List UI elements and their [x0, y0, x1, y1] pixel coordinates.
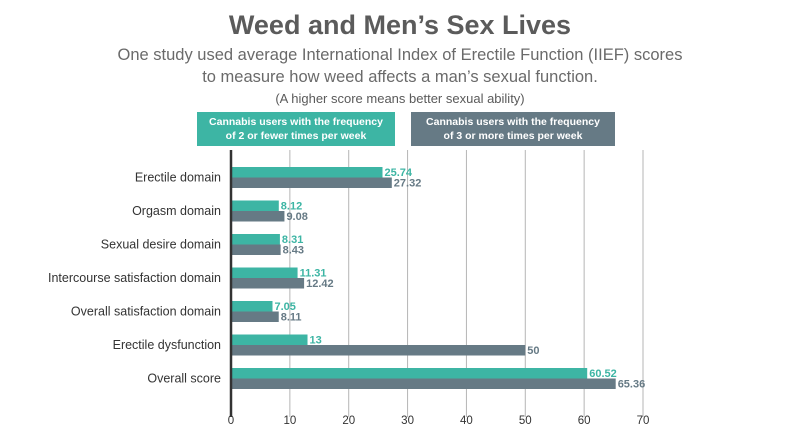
x-tick-label: 0	[228, 415, 234, 427]
bar	[231, 334, 308, 345]
bar	[231, 234, 280, 245]
value-label: 13	[310, 335, 322, 347]
value-label: 8.31	[282, 234, 303, 246]
category-label: Overall score	[147, 372, 221, 386]
x-tick-label: 70	[637, 415, 650, 427]
x-tick-label: 10	[283, 415, 296, 427]
x-tick-label: 20	[342, 415, 355, 427]
value-label: 8.12	[281, 201, 302, 213]
bar	[231, 267, 298, 278]
value-label: 8.43	[283, 245, 304, 257]
legend-label-line: Cannabis users with the frequency	[426, 116, 600, 128]
legend-label-line: Cannabis users with the frequency	[209, 116, 383, 128]
x-tick-label: 60	[578, 415, 591, 427]
value-label: 60.52	[589, 368, 617, 380]
value-label: 11.31	[300, 268, 327, 280]
legend-label-line: of 3 or more times per week	[443, 130, 583, 142]
bar	[231, 244, 281, 255]
x-tick-label: 50	[519, 415, 532, 427]
category-label: Erectile domain	[135, 171, 221, 185]
category-label: Overall satisfaction domain	[71, 305, 221, 319]
chart-title: Weed and Men’s Sex Lives	[228, 10, 572, 40]
category-label: Orgasm domain	[132, 204, 221, 218]
bar	[231, 301, 273, 312]
bar	[231, 278, 305, 289]
x-tick-label: 30	[401, 415, 414, 427]
bar	[231, 368, 588, 379]
bar	[231, 211, 285, 222]
category-label: Sexual desire domain	[101, 238, 221, 252]
value-label: 9.08	[286, 211, 307, 223]
chart-note: (A higher score means better sexual abil…	[275, 91, 525, 106]
bar	[231, 200, 279, 211]
value-label: 25.74	[384, 167, 412, 179]
value-label: 27.32	[394, 178, 422, 190]
legend-series-high-frequency: Cannabis users with the frequency of 3 o…	[411, 112, 615, 146]
value-label: 8.11	[281, 312, 302, 324]
category-label: Intercourse satisfaction domain	[48, 271, 221, 285]
value-label: 50	[527, 345, 539, 357]
chart-subtitle-line-1: One study used average International Ind…	[117, 46, 683, 64]
bar	[231, 167, 383, 178]
bar	[231, 177, 392, 188]
bar	[231, 345, 526, 356]
value-label: 12.42	[306, 278, 334, 290]
value-label: 65.36	[618, 379, 646, 391]
category-label: Erectile dysfunction	[113, 338, 221, 352]
value-label: 7.05	[274, 301, 295, 313]
chart-subtitle-line-2: to measure how weed affects a man’s sexu…	[202, 68, 598, 86]
bar	[231, 311, 279, 322]
x-tick-label: 40	[460, 415, 473, 427]
legend-label-line: of 2 or fewer times per week	[225, 130, 367, 142]
bar	[231, 378, 616, 389]
legend-series-low-frequency: Cannabis users with the frequency of 2 o…	[197, 112, 395, 146]
